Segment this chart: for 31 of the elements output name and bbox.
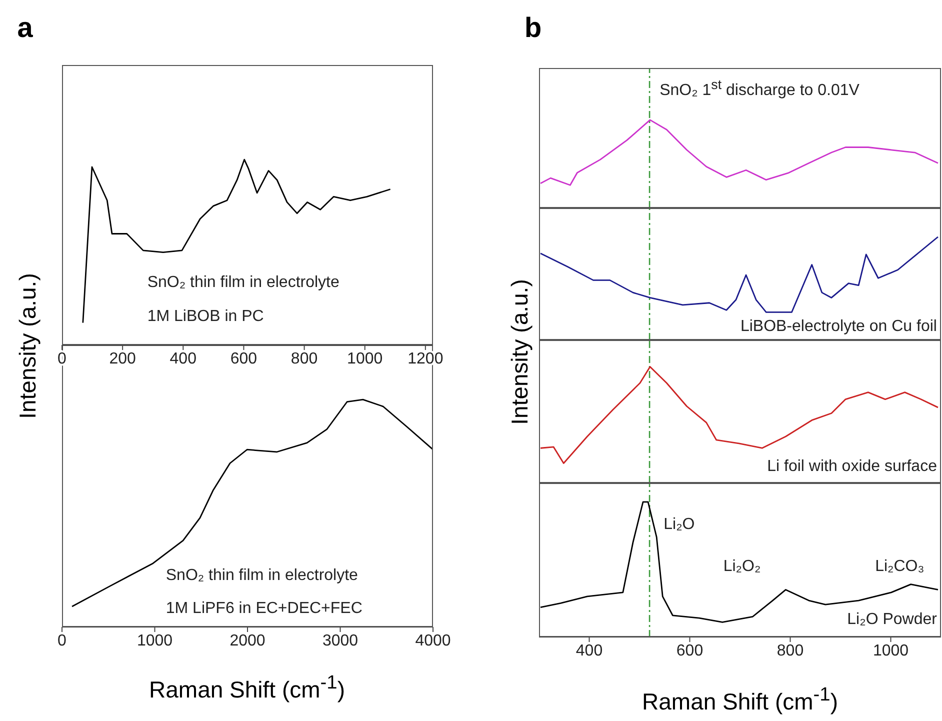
x-tick-label: 2000 [230,632,266,650]
annotation: 1M LiBOB in PC [147,308,264,326]
annotation: SnO₂ thin film in electrolyte [166,567,358,586]
x-tick-label: 4000 [415,632,451,650]
annotation: 1M LiPF6 in EC+DEC+FEC [166,600,362,618]
x-axis-title: Raman Shift (cm$^{-1}$) [642,684,838,716]
annotation: Li₂O₂ [723,558,761,576]
annotation: LiBOB-electrolyte on Cu foil [740,318,937,336]
x-tick-label: 600 [676,642,704,660]
annotation: Li₂CO₃ [875,558,924,576]
x-tick-label: 0 [58,632,67,650]
annotation: SnO₂ thin film in electrolyte [147,274,340,292]
x-tick-label: 600 [230,350,258,368]
y-axis-title: Intensity (a.u.) [506,279,534,425]
annotation: Li₂O [664,516,695,534]
text: SnO₂ 1$^{st}$ discharge to 0.01V [660,75,860,100]
x-tick-label: 400 [170,350,197,368]
chart-title: a [17,12,33,44]
x-tick-label: 3000 [322,632,358,650]
x-tick-label: 1000 [136,632,173,650]
x-tick-label: 800 [776,642,804,660]
x-tick-label: 200 [109,350,136,368]
y-axis-title: Intensity (a.u.) [14,273,42,419]
annotation: Li₂O Powder [847,611,937,630]
x-tick-label: 1000 [347,350,383,368]
x-tick-label: 800 [290,350,318,368]
x-axis-title: Raman Shift (cm$^{-1}$) [149,672,345,704]
x-tick-label: 400 [576,642,603,660]
x-tick-label: 1000 [872,642,909,660]
chart-title: b [524,12,542,44]
annotation: Li foil with oxide surface [767,458,937,476]
